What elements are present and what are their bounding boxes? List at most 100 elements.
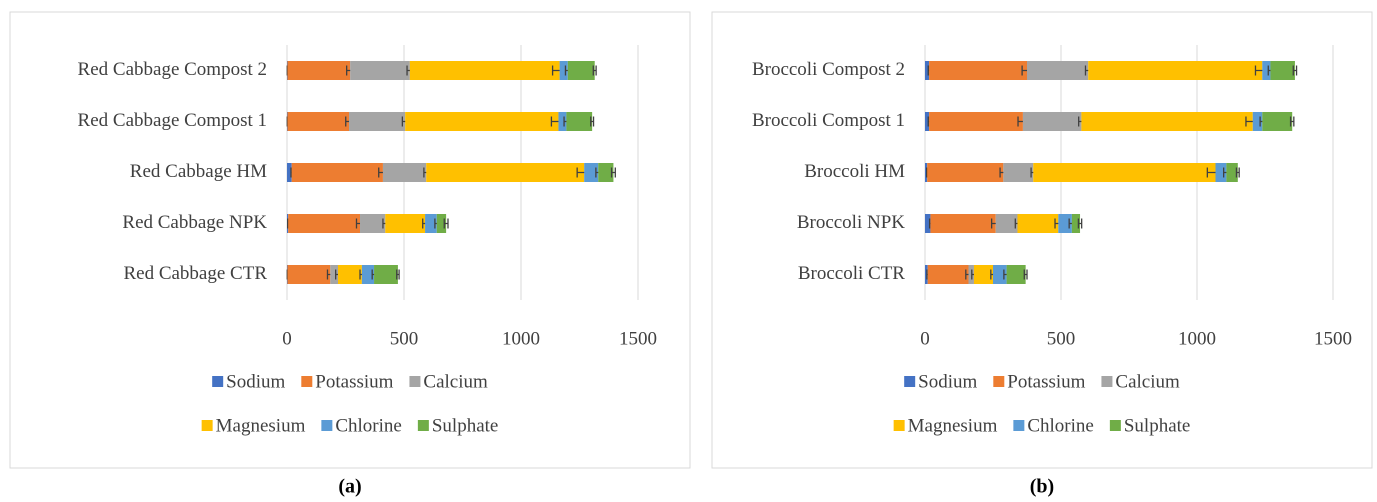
panel-label: (b) — [1030, 476, 1054, 498]
bar-segment — [1215, 163, 1227, 182]
bar-segment — [1003, 163, 1034, 182]
legend-label: Potassium — [1007, 371, 1085, 392]
error-bar — [443, 218, 449, 229]
bar-segment — [1081, 112, 1253, 131]
error-bar — [1235, 167, 1240, 178]
error-bar — [592, 65, 597, 76]
bar-segment — [598, 163, 614, 182]
x-tick-label: 1500 — [1314, 328, 1352, 349]
legend-label: Magnesium — [216, 415, 306, 436]
bar-segment — [330, 265, 339, 284]
y-tick-label: Red Cabbage NPK — [122, 212, 267, 233]
panel-label: (a) — [338, 476, 361, 498]
bar-segment — [1027, 61, 1089, 80]
bar-segment — [929, 112, 1023, 131]
legend-label: Chlorine — [335, 415, 402, 436]
y-tick-label: Broccoli CTR — [798, 263, 905, 284]
bar-segment — [930, 214, 996, 233]
bar-segment — [559, 61, 568, 80]
bar-segment — [1022, 112, 1082, 131]
x-tick-label: 500 — [1047, 328, 1076, 349]
bar-segment — [1058, 214, 1072, 233]
y-tick-label: Broccoli HM — [804, 161, 905, 182]
bar-segment — [993, 265, 1007, 284]
legend-swatch — [321, 420, 333, 431]
x-tick-label: 0 — [920, 328, 930, 349]
legend-label: Sodium — [918, 371, 977, 392]
y-tick-label: Broccoli Compost 1 — [752, 110, 905, 131]
legend-label: Calcium — [423, 371, 488, 392]
error-bar — [610, 167, 616, 178]
bar-segment — [360, 214, 386, 233]
bar-segment — [350, 61, 410, 80]
bar-segment — [409, 61, 560, 80]
y-tick-label: Red Cabbage CTR — [123, 263, 267, 284]
y-tick-label: Broccoli NPK — [797, 212, 905, 233]
bar-segment — [338, 265, 362, 284]
bar-segment — [1071, 214, 1081, 233]
bar-segment — [361, 265, 375, 284]
bar-segment — [374, 265, 398, 284]
bar-segment — [291, 163, 383, 182]
bar-segment — [349, 112, 406, 131]
bar-segment — [425, 214, 437, 233]
bar-segment — [382, 163, 427, 182]
y-tick-label: Red Cabbage HM — [130, 161, 267, 182]
legend-swatch — [212, 376, 224, 387]
legend-swatch — [301, 376, 313, 387]
bar-segment — [1270, 61, 1295, 80]
bar-segment — [426, 163, 585, 182]
bar-segment — [1006, 265, 1026, 284]
legend-label: Sodium — [226, 371, 285, 392]
panel-frame — [711, 11, 1373, 469]
legend-swatch — [409, 376, 421, 387]
x-tick-label: 1000 — [1178, 328, 1216, 349]
error-bar — [1077, 218, 1083, 229]
bar-segment — [1262, 112, 1293, 131]
legend-label: Calcium — [1115, 371, 1180, 392]
bar-segment — [287, 265, 331, 284]
bar-segment — [929, 61, 1027, 80]
error-bar — [396, 269, 400, 280]
legend-swatch — [201, 420, 213, 431]
bar-segment — [584, 163, 599, 182]
bar-segment — [287, 61, 351, 80]
error-bar — [1292, 65, 1298, 76]
bar-segment — [925, 112, 930, 131]
legend-swatch — [1013, 420, 1025, 431]
panel-frame — [9, 11, 691, 469]
y-tick-label: Broccoli Compost 2 — [752, 59, 905, 80]
x-tick-label: 1000 — [502, 328, 540, 349]
error-bar — [1023, 269, 1028, 280]
legend-swatch — [904, 376, 916, 387]
legend-swatch — [417, 420, 429, 431]
bar-segment — [973, 265, 993, 284]
bar-segment — [1017, 214, 1059, 233]
legend-label: Chlorine — [1027, 415, 1094, 436]
legend-label: Sulphate — [432, 415, 499, 436]
bar-segment — [567, 61, 595, 80]
bar-segment — [385, 214, 426, 233]
bar-segment — [566, 112, 593, 131]
error-bar — [590, 116, 595, 127]
bar-segment — [436, 214, 447, 233]
bar-segment — [1262, 61, 1271, 80]
legend-label: Potassium — [315, 371, 393, 392]
bar-segment — [927, 163, 1004, 182]
legend-swatch — [1101, 376, 1113, 387]
bar-segment — [1088, 61, 1263, 80]
x-tick-label: 500 — [390, 328, 419, 349]
bar-segment — [288, 214, 361, 233]
bar-segment — [925, 214, 931, 233]
legend-swatch — [893, 420, 905, 431]
bar-segment — [1252, 112, 1263, 131]
bar-segment — [1226, 163, 1238, 182]
x-tick-label: 1500 — [619, 328, 657, 349]
legend-swatch — [993, 376, 1005, 387]
error-bar — [1289, 116, 1295, 127]
y-tick-label: Red Cabbage Compost 2 — [78, 59, 267, 80]
bar-segment — [558, 112, 567, 131]
bar-segment — [927, 265, 969, 284]
x-tick-label: 0 — [282, 328, 292, 349]
